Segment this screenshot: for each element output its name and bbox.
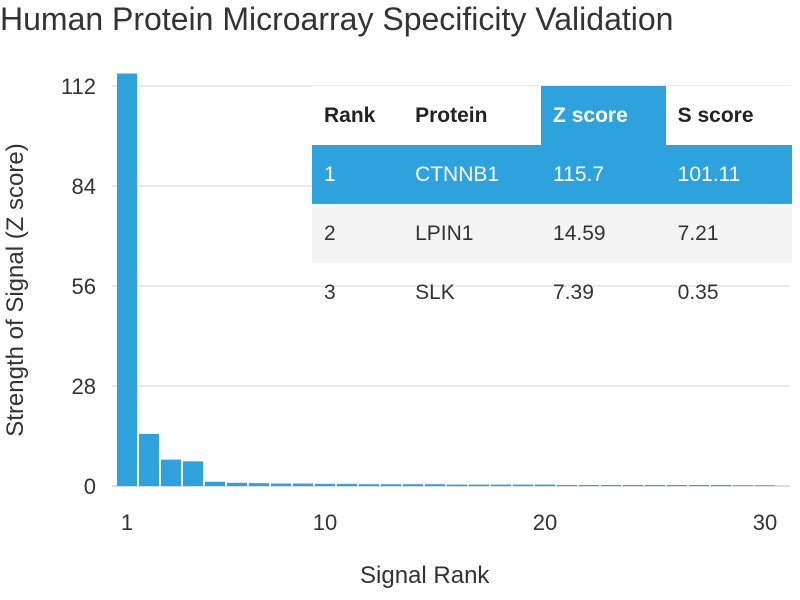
x-tick-label: 30 [753,510,777,535]
cell-z-score: 115.7 [541,145,666,204]
specificity-table: Rank Protein Z score S score 1 CTNNB1 11… [312,86,792,322]
bar [249,483,269,486]
bar [491,484,511,486]
bar [271,483,291,486]
cell-rank: 2 [312,204,404,263]
bar [205,481,225,486]
bar [117,73,137,486]
header-s-score: S score [665,86,792,145]
bar [381,484,401,486]
table-row: 3 SLK 7.39 0.35 [312,263,792,322]
x-tick-label: 20 [533,510,557,535]
table-row: 1 CTNNB1 115.7 101.11 [312,145,792,204]
bar [447,484,467,486]
y-tick-label: 0 [84,474,96,499]
y-tick-label: 84 [72,174,96,199]
bar [227,482,247,486]
bar [337,483,357,486]
cell-s-score: 7.21 [665,204,792,263]
x-tick-label: 1 [121,510,133,535]
chart-title: Human Protein Microarray Specificity Val… [0,1,674,37]
bar [601,484,621,486]
bar [161,459,181,486]
bar [689,484,709,486]
bar [315,483,335,486]
y-tick-label: 56 [72,274,96,299]
bars [117,73,775,486]
bar [469,484,489,486]
table-header-row: Rank Protein Z score S score [312,86,792,145]
bar [403,484,423,486]
bar [293,483,313,486]
bar [645,484,665,486]
table-row: 2 LPIN1 14.59 7.21 [312,204,792,263]
x-tick-label: 10 [313,510,337,535]
bar [183,461,203,486]
bar [535,484,555,486]
bar [579,484,599,486]
header-protein: Protein [403,86,542,145]
bar [425,484,445,486]
bar [139,433,159,486]
cell-protein: SLK [415,280,455,304]
cell-rank: 1 [312,145,404,204]
cell-protein: LPIN1 [403,204,542,263]
x-axis-ticks: 1 10 20 30 [121,510,777,535]
header-rank: Rank [312,86,404,145]
bar [513,484,533,486]
header-z-score: Z score [541,86,666,145]
cell-s-score: 0.35 [677,280,719,304]
bar [733,485,753,486]
bar [755,485,775,486]
cell-rank: 3 [324,280,336,304]
cell-z-score: 14.59 [541,204,666,263]
bar [667,484,687,486]
bar [623,484,643,486]
cell-protein: CTNNB1 [403,145,542,204]
y-tick-label: 28 [72,374,96,399]
y-tick-label: 112 [61,74,96,99]
bar [557,484,577,486]
cell-s-score: 101.11 [665,145,792,204]
cell-z-score: 7.39 [553,280,594,304]
y-axis-ticks: 0 28 56 84 112 [61,74,96,499]
bar [359,484,379,486]
bar [711,484,731,486]
x-axis-label: Signal Rank [360,562,490,589]
